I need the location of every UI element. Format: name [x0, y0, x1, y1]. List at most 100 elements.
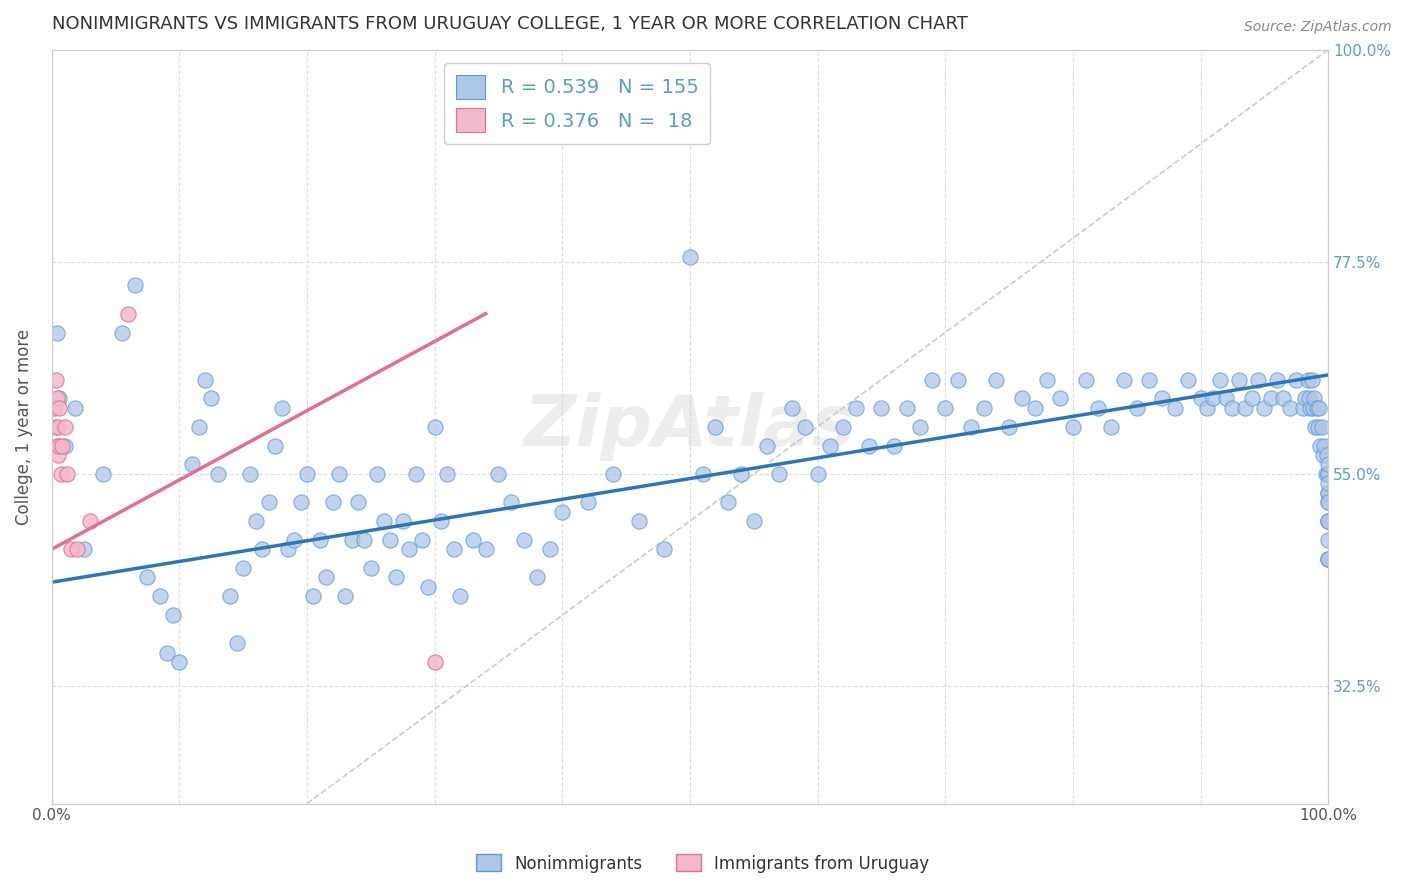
Point [1112, 373, 1135, 387]
Point [501, 495, 523, 509]
Point [270, 401, 292, 415]
Point [373, 514, 395, 528]
Point [1234, 401, 1257, 415]
Point [283, 533, 305, 547]
Point [973, 401, 995, 415]
Point [1011, 392, 1033, 406]
Point [1317, 467, 1340, 481]
Point [1296, 373, 1319, 387]
Point [959, 419, 981, 434]
Point [405, 467, 427, 481]
Point [1278, 401, 1301, 415]
Point [1272, 392, 1295, 406]
Point [1125, 401, 1147, 415]
Point [1302, 401, 1324, 415]
Point [780, 401, 803, 415]
Point [1317, 458, 1340, 472]
Point [436, 467, 458, 481]
Point [430, 514, 453, 528]
Point [602, 467, 624, 481]
Point [1208, 373, 1230, 387]
Point [806, 467, 828, 481]
Point [488, 467, 510, 481]
Point [315, 570, 337, 584]
Point [53, 439, 76, 453]
Point [46, 419, 69, 434]
Legend: R = 0.539   N = 155, R = 0.376   N =  18: R = 0.539 N = 155, R = 0.376 N = 18 [444, 63, 710, 144]
Point [73, 542, 96, 557]
Point [717, 495, 740, 509]
Point [45, 419, 67, 434]
Point [883, 439, 905, 453]
Point [1074, 373, 1097, 387]
Point [908, 419, 931, 434]
Point [998, 419, 1021, 434]
Point [755, 439, 778, 453]
Point [45, 326, 67, 340]
Point [1308, 401, 1330, 415]
Point [870, 401, 893, 415]
Point [290, 495, 312, 509]
Point [1036, 373, 1059, 387]
Point [1087, 401, 1109, 415]
Point [1294, 392, 1316, 406]
Point [245, 514, 267, 528]
Point [181, 458, 204, 472]
Point [136, 570, 159, 584]
Point [1152, 392, 1174, 406]
Point [1313, 439, 1336, 453]
Point [832, 419, 855, 434]
Point [49, 467, 72, 481]
Text: Source: ZipAtlas.com: Source: ZipAtlas.com [1244, 20, 1392, 34]
Point [1315, 467, 1337, 481]
Point [1317, 551, 1340, 566]
Point [398, 542, 420, 557]
Point [91, 467, 114, 481]
Point [1301, 373, 1323, 387]
Point [1062, 419, 1084, 434]
Point [1317, 467, 1340, 481]
Point [1306, 419, 1329, 434]
Point [353, 533, 375, 547]
Point [340, 533, 363, 547]
Point [1298, 392, 1320, 406]
Point [59, 542, 82, 557]
Point [149, 590, 172, 604]
Point [513, 533, 536, 547]
Point [934, 401, 956, 415]
Point [1312, 448, 1334, 462]
Point [820, 439, 842, 453]
Point [1049, 392, 1071, 406]
Point [63, 401, 86, 415]
Point [264, 439, 287, 453]
Point [111, 326, 134, 340]
Point [1227, 373, 1250, 387]
Point [1247, 373, 1270, 387]
Point [1316, 448, 1339, 462]
Point [322, 495, 344, 509]
Point [79, 514, 101, 528]
Point [1222, 401, 1244, 415]
Point [328, 467, 350, 481]
Point [302, 590, 325, 604]
Point [443, 542, 465, 557]
Point [1317, 485, 1340, 500]
Point [538, 542, 561, 557]
Point [1202, 392, 1225, 406]
Point [1099, 419, 1122, 434]
Point [1177, 373, 1199, 387]
Point [730, 467, 752, 481]
Text: NONIMMIGRANTS VS IMMIGRANTS FROM URUGUAY COLLEGE, 1 YEAR OR MORE CORRELATION CHA: NONIMMIGRANTS VS IMMIGRANTS FROM URUGUAY… [52, 15, 967, 33]
Point [1260, 392, 1282, 406]
Point [44, 401, 66, 415]
Point [48, 439, 70, 453]
Point [1240, 392, 1263, 406]
Point [219, 590, 242, 604]
Point [66, 542, 89, 557]
Point [1164, 401, 1187, 415]
Point [187, 419, 209, 434]
Point [1317, 485, 1340, 500]
Point [1215, 392, 1237, 406]
Point [46, 448, 69, 462]
Point [1253, 401, 1275, 415]
